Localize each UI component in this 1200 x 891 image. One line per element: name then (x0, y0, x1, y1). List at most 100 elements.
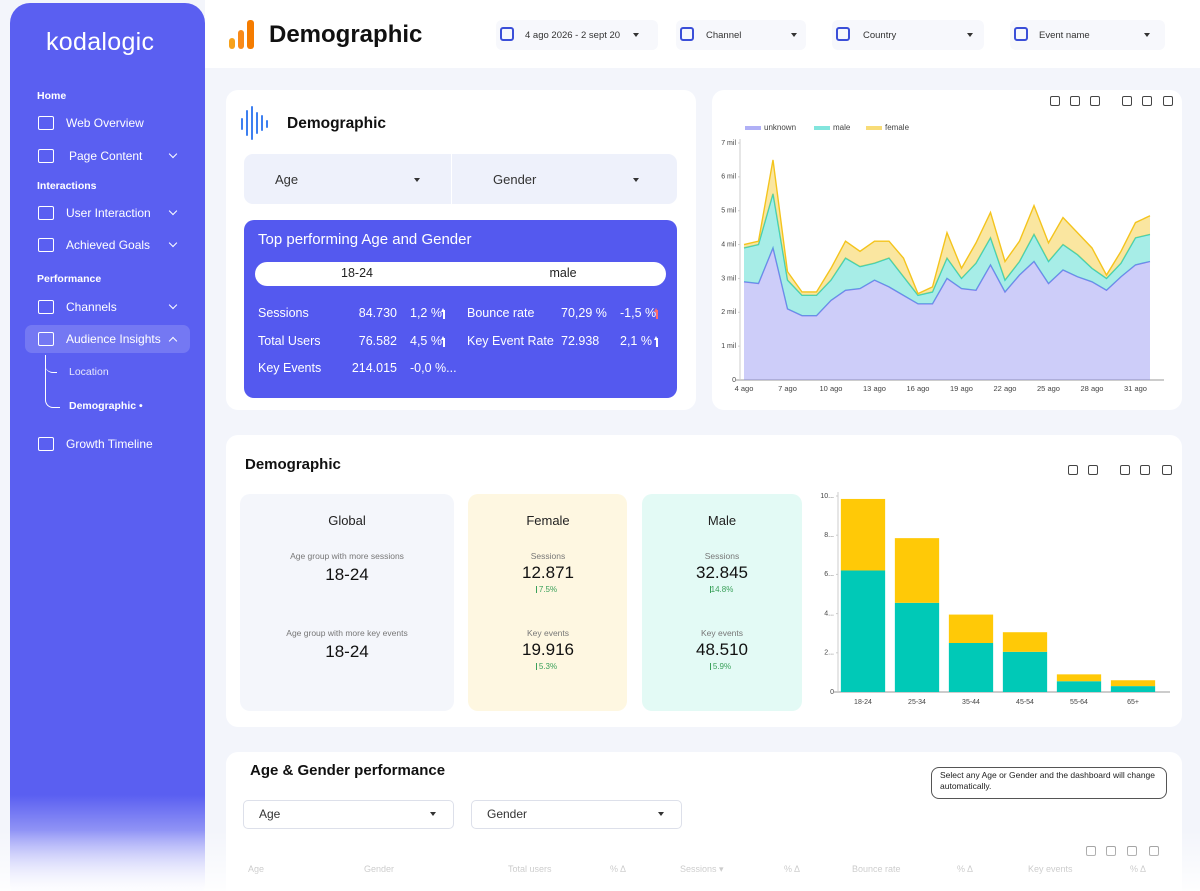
x-tick-label: 55-64 (1070, 699, 1088, 706)
caret (967, 33, 973, 37)
highlight-gender: male (549, 266, 577, 280)
change-arrow-head (654, 336, 658, 340)
nav-item[interactable]: Page Content (69, 149, 143, 163)
brand-icon-bar (266, 120, 269, 128)
toolbar-icon[interactable] (1068, 465, 1078, 475)
nav-heading: Home (37, 90, 67, 102)
card-title: Demographic (287, 115, 387, 132)
tree-line (45, 355, 60, 408)
x-tick-label: 10 ago (820, 384, 843, 393)
kpi-value: 18-24 (325, 565, 369, 584)
x-tick-label: 22 ago (994, 384, 1017, 393)
sidebar (10, 3, 205, 891)
legend-swatch (814, 126, 830, 130)
toolbar-icon[interactable] (1140, 465, 1150, 475)
nav-item[interactable]: Achieved Goals (66, 238, 151, 252)
nav-icon (38, 116, 54, 130)
area-fill (744, 193, 1150, 316)
selector-box[interactable] (471, 800, 682, 829)
y-tick-label: 10... (820, 493, 834, 500)
kpi-card (642, 494, 802, 711)
x-tick-label: 18-24 (854, 699, 872, 706)
metric-change: -1,5 % (620, 306, 657, 320)
y-tick-label: 3 mil (721, 275, 736, 282)
metric-label: Sessions (258, 306, 309, 320)
brand: kodalogic (46, 28, 155, 56)
legend-swatch (866, 126, 882, 130)
kpi-change: 5.9% (712, 662, 732, 671)
nav-item[interactable]: Demographic • (69, 400, 143, 412)
nav-item[interactable]: Channels (66, 300, 117, 314)
toolbar-icon[interactable] (1142, 96, 1152, 106)
kpi-label: Age group with more sessions (290, 551, 404, 561)
area-line (743, 159, 1151, 295)
toolbar-icon[interactable] (1120, 465, 1130, 475)
toolbar-icon[interactable] (1122, 96, 1132, 106)
kpi-arrow (536, 586, 538, 593)
nav-icon (38, 332, 54, 346)
kpi-card-title: Male (707, 513, 737, 528)
tree-branch (45, 355, 57, 373)
nav-heading: Performance (37, 273, 102, 285)
x-tick-label: 13 ago (863, 384, 886, 393)
metric-label: Total Users (258, 334, 321, 348)
filter-label: Country (863, 30, 897, 41)
selector-label: Gender (493, 172, 537, 187)
selector-box[interactable] (244, 154, 677, 204)
nav-item[interactable]: User Interaction (66, 206, 151, 220)
legend-label: unknown (764, 123, 796, 132)
page-title: Demographic (269, 21, 423, 48)
metric-value: 72.938 (561, 334, 600, 348)
area-fill (744, 159, 1150, 296)
brand-icon-bar (246, 110, 249, 136)
nav-item[interactable]: Audience Insights (66, 332, 161, 346)
kpi-label: Sessions (704, 551, 740, 561)
filter-icon (1014, 27, 1028, 41)
toolbar-icon[interactable] (1162, 465, 1172, 475)
metric-label: Bounce rate (467, 306, 535, 320)
logo-bar (229, 38, 235, 49)
logo-bar (238, 30, 244, 49)
kpi-change: 5.3% (538, 662, 558, 671)
caret (633, 178, 639, 182)
filter-pill[interactable] (1010, 20, 1165, 50)
toolbar-icon[interactable] (1050, 96, 1060, 106)
kpi-card (240, 494, 454, 711)
kpi-card-title: Global (328, 513, 366, 528)
toolbar-icon[interactable] (1070, 96, 1080, 106)
legend-swatch (745, 126, 761, 130)
section-title: Age & Gender performance (250, 762, 446, 779)
kpi-value: 12.871 (522, 563, 574, 582)
toolbar-icon[interactable] (1088, 465, 1098, 475)
selector-box[interactable] (243, 800, 454, 829)
nav-item[interactable]: Location (69, 366, 109, 378)
brand-icon-bar (251, 106, 254, 140)
nav-item[interactable]: Web Overview (66, 116, 144, 130)
toolbar-icon[interactable] (1090, 96, 1100, 106)
bar-segment (1110, 686, 1156, 692)
filter-icon (500, 27, 514, 41)
area-line (743, 193, 1151, 297)
bar-segment (1056, 674, 1102, 682)
toolbar-icon[interactable] (1163, 96, 1173, 106)
caret (1144, 33, 1150, 37)
bar-segment (1002, 651, 1048, 692)
brand-icon-bar (256, 112, 259, 134)
filter-pill[interactable] (832, 20, 984, 50)
y-tick-label: 0 (830, 689, 834, 696)
caret (791, 33, 797, 37)
filter-pill[interactable] (676, 20, 806, 50)
metric-change: 1,2 % (410, 306, 442, 320)
kpi-change: 14.8% (710, 585, 734, 594)
x-tick-label: 45-54 (1016, 699, 1034, 706)
filter-label: Event name (1039, 30, 1090, 41)
kpi-card (468, 494, 627, 711)
selector-label: Age (259, 807, 281, 821)
bar-segment (948, 643, 994, 692)
filter-pill[interactable] (496, 20, 658, 50)
selector-divider (451, 154, 452, 204)
nav-item[interactable]: Growth Timeline (66, 437, 153, 451)
note-box: Select any Age or Gender and the dashboa… (931, 767, 1167, 799)
kpi-arrow (536, 663, 538, 670)
